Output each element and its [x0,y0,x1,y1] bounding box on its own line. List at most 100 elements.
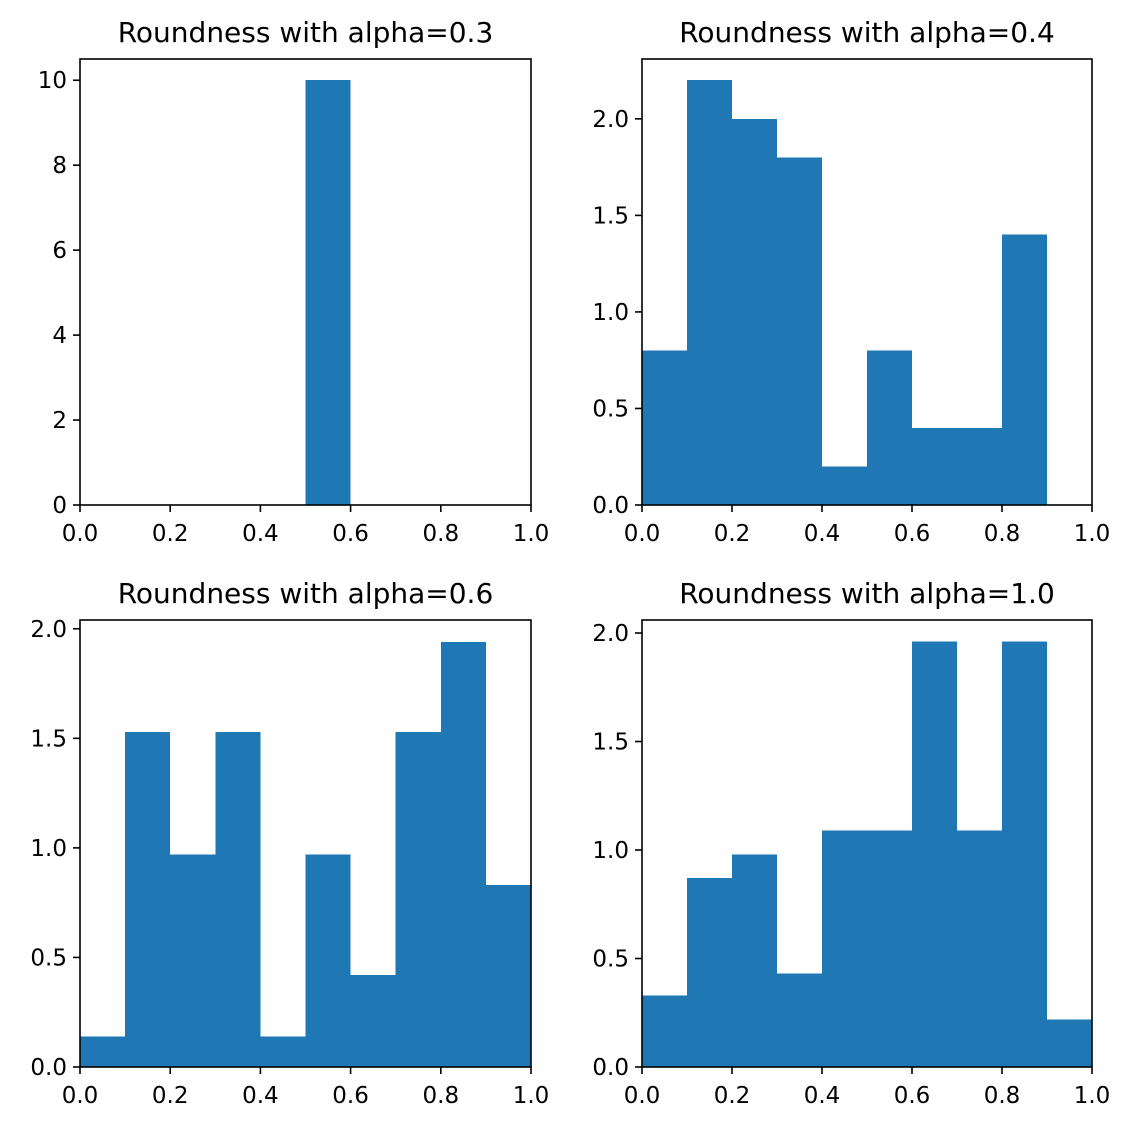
y-tick-label: 1.5 [30,726,67,752]
x-tick-label: 0.2 [152,1083,189,1109]
subplot-alpha-0-4: Roundness with alpha=0.4 0.0 0.2 0.4 0.6 0.8… [592,16,1110,547]
x-tick-label: 1.0 [513,521,550,547]
x-tick-label: 0.0 [62,521,99,547]
histogram-bar [732,854,777,1067]
x-tick-label: 1.0 [513,1083,550,1109]
histogram-bar [395,731,441,1067]
histogram-bar [260,1036,306,1067]
x-tick-label: 1.0 [1074,521,1111,547]
y-tick-label: 2.0 [592,107,629,133]
y-tick-label: 1.5 [592,203,629,229]
x-tick-label: 0.0 [624,1083,661,1109]
y-tick-label: 1.0 [592,838,629,864]
histogram-bar [642,995,687,1067]
y-tick-label: 2.0 [30,617,67,643]
x-axis: 0.0 0.2 0.4 0.6 0.8 1.0 [62,1067,550,1109]
y-tick-label: 0 [52,493,67,519]
histogram-bar [1002,641,1047,1067]
histogram-bar [125,731,171,1067]
x-tick-label: 0.0 [62,1083,99,1109]
y-tick-label: 6 [52,238,67,264]
y-tick-label: 0.5 [592,947,629,973]
histogram-bar [867,830,912,1067]
histogram-bar [440,641,486,1067]
bars [80,641,531,1067]
x-tick-label: 0.2 [714,521,751,547]
axes-frame [79,619,532,1068]
y-tick-label: 1.5 [592,730,629,756]
x-tick-label: 0.8 [984,521,1021,547]
axes-frame [641,58,1093,506]
subplot-alpha-1-0: Roundness with alpha=1.0 0.0 0.2 0.4 0.6 0.8… [592,577,1110,1109]
histogram-bar [912,641,957,1067]
x-axis: 0.0 0.2 0.4 0.6 0.8 1.0 [624,505,1111,547]
x-tick-label: 1.0 [1074,1083,1111,1109]
x-tick-label: 0.4 [242,1083,279,1109]
x-tick-label: 0.6 [894,521,931,547]
histogram-bar [485,885,531,1067]
subplot-title: Roundness with alpha=0.6 [118,577,494,610]
x-tick-label: 0.6 [332,1083,369,1109]
histogram-bar [305,854,351,1067]
x-tick-label: 0.8 [423,1083,460,1109]
y-tick-label: 0.5 [592,396,629,422]
subplot-title: Roundness with alpha=0.3 [118,16,494,49]
histogram-bar [80,1036,126,1067]
histogram-bar [215,731,261,1067]
axes-frame [79,58,532,506]
y-tick-label: 0.5 [30,945,67,971]
y-tick-label: 2.0 [592,621,629,647]
axes-frame [641,619,1093,1068]
x-tick-label: 0.0 [624,521,661,547]
x-tick-label: 0.4 [804,521,841,547]
histogram-bar [912,427,957,505]
subplot-title: Roundness with alpha=0.4 [679,16,1055,49]
histogram-bar [170,854,216,1067]
y-tick-label: 10 [38,68,67,94]
subplot-alpha-0-6: Roundness with alpha=0.6 0.0 0.2 0.4 0.6 0.8… [30,577,549,1109]
histogram-bar [867,350,912,505]
x-tick-label: 0.6 [894,1083,931,1109]
histogram-bar [1047,1019,1092,1067]
y-tick-label: 1.0 [592,300,629,326]
histogram-bar [822,466,867,505]
x-tick-label: 0.6 [332,521,369,547]
x-tick-label: 0.8 [423,521,460,547]
subplot-title: Roundness with alpha=1.0 [679,577,1055,610]
y-axis: 0.0 0.5 1.0 1.5 2.0 [30,617,80,1081]
y-tick-label: 8 [52,153,67,179]
y-axis: 0 2 4 6 8 10 [38,68,80,519]
histogram-bar [822,830,867,1067]
y-tick-label: 0.0 [592,1055,629,1081]
histogram-bar [957,830,1002,1067]
bars [305,80,351,505]
histogram-bar [957,427,1002,505]
x-axis: 0.0 0.2 0.4 0.6 0.8 1.0 [62,505,550,547]
y-axis: 0.0 0.5 1.0 1.5 2.0 [592,621,642,1081]
y-tick-label: 0.0 [30,1055,67,1081]
x-tick-label: 0.2 [714,1083,751,1109]
x-tick-label: 0.4 [804,1083,841,1109]
bars [642,80,1047,506]
x-tick-label: 0.8 [984,1083,1021,1109]
y-tick-label: 0.0 [592,493,629,519]
bars [642,641,1092,1067]
histogram-bar [1002,234,1047,506]
y-tick-label: 1.0 [30,836,67,862]
histogram-bar [777,973,822,1067]
histogram-bar [687,80,732,505]
y-axis: 0.0 0.5 1.0 1.5 2.0 [592,107,642,519]
subplot-alpha-0-3: Roundness with alpha=0.3 0.0 0.2 0.4 0.6 0.8… [38,16,550,547]
histogram-bar [687,878,732,1067]
y-tick-label: 2 [52,408,67,434]
x-tick-label: 0.4 [242,521,279,547]
histogram-bar [350,974,396,1067]
y-tick-label: 4 [52,323,67,349]
histogram-bar [732,118,777,505]
histogram-bar [777,157,822,505]
x-axis: 0.0 0.2 0.4 0.6 0.8 1.0 [624,1067,1111,1109]
histogram-bar [642,350,687,505]
histogram-bar [305,80,351,505]
x-tick-label: 0.2 [152,521,189,547]
